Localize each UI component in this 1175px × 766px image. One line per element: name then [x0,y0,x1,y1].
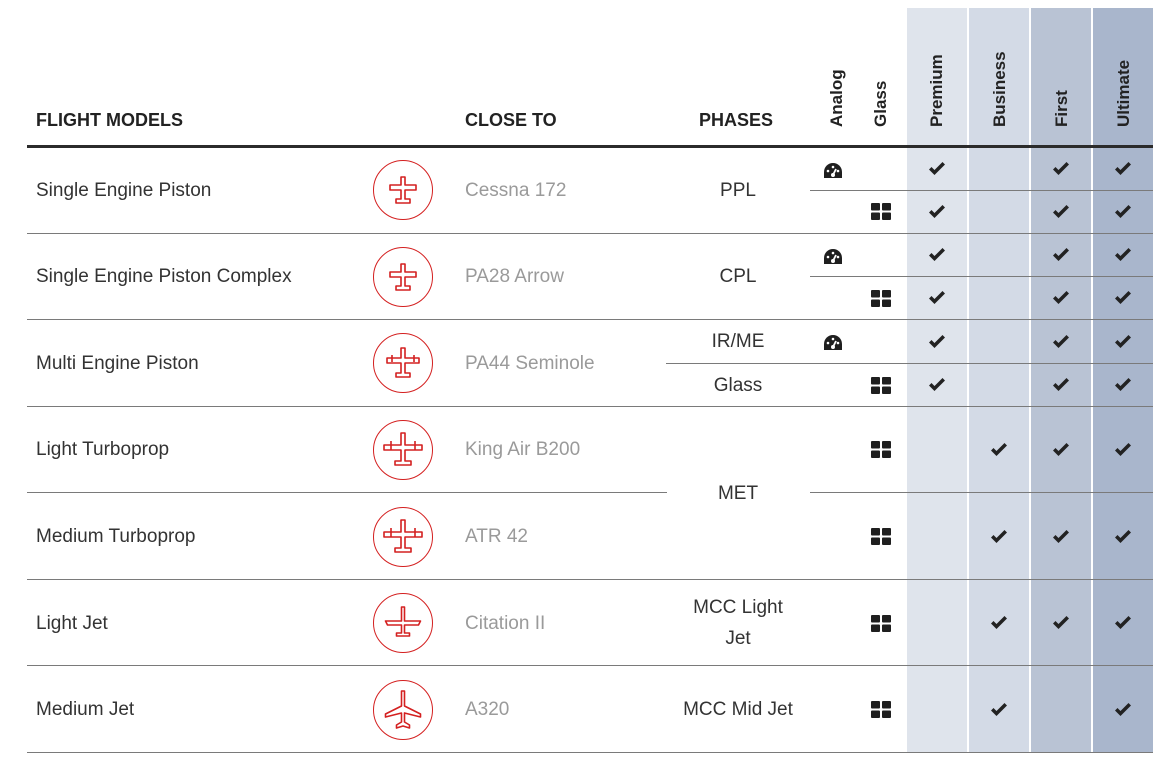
check-icon [929,335,945,348]
flight-model-name: Medium Jet [36,699,135,720]
row-divider [27,579,1153,580]
close-to-aircraft: Citation II [465,613,546,634]
check-icon [1115,378,1131,391]
sub-row-divider [666,363,1153,364]
check-icon [1053,205,1069,218]
ultimate-header: Ultimate [1114,59,1133,127]
glass-cockpit-icon [871,377,891,394]
phase-label: IR/ME [711,331,765,352]
check-icon [1115,291,1131,304]
light-jet-icon [373,593,433,653]
analog-header: Analog [827,69,846,127]
close-to-aircraft: Cessna 172 [465,180,567,201]
flight-models-header: FLIGHT MODELS [36,110,183,130]
analog-gauge-icon [824,163,842,178]
first-header: First [1052,90,1071,127]
flight-model-name: Multi Engine Piston [36,353,199,374]
header-divider [27,145,1153,148]
row-divider [27,319,1153,320]
check-icon [929,248,945,261]
check-icon [991,616,1007,629]
twin-prop-icon [373,333,433,393]
phase-label: PPL [720,180,756,201]
close-to-aircraft: King Air B200 [465,439,581,460]
check-icon [929,162,945,175]
glass-cockpit-icon [871,701,891,718]
airliner-icon [373,680,433,740]
check-icon [1115,162,1131,175]
phase-label: MCC Light [693,597,783,618]
glass-cockpit-icon [871,615,891,632]
flight-model-name: Single Engine Piston Complex [36,266,292,287]
analog-gauge-icon [824,335,842,350]
close-to-aircraft: PA44 Seminole [465,353,595,374]
sub-row-divider [810,190,1153,191]
phases-header: PHASES [699,110,774,130]
check-icon [1115,335,1131,348]
close-to-aircraft: A320 [465,699,510,720]
glass-cockpit-icon [871,441,891,458]
check-icon [991,530,1007,543]
row-divider [810,492,1153,493]
check-icon [1053,443,1069,456]
phase-label: MCC Mid Jet [683,699,793,720]
business-column-bg [969,8,1029,753]
check-icon [991,443,1007,456]
row-divider [27,665,1153,666]
ultimate-column-bg [1093,8,1153,753]
check-icon [929,378,945,391]
flight-model-name: Medium Turboprop [36,526,196,547]
check-icon [1053,162,1069,175]
close-to-aircraft: ATR 42 [465,526,529,547]
sub-row-divider [810,276,1153,277]
check-icon [1115,530,1131,543]
first-column-bg [1031,8,1091,753]
turboprop-icon [373,420,433,480]
check-icon [1053,378,1069,391]
check-icon [1053,248,1069,261]
flight-model-name: Single Engine Piston [36,180,212,201]
glass-cockpit-icon [871,290,891,307]
check-icon [1115,703,1131,716]
row-divider [27,406,1153,407]
glass-header: Glass [871,80,890,127]
small-plane-icon [373,160,433,220]
check-icon [1053,530,1069,543]
check-icon [1115,616,1131,629]
check-icon [929,291,945,304]
glass-cockpit-icon [871,528,891,545]
phase-label: MET [717,483,759,504]
check-icon [1053,335,1069,348]
phase-label: CPL [719,266,757,287]
flight-model-name: Light Turboprop [36,439,170,460]
check-icon [1053,291,1069,304]
row-divider [27,752,1153,753]
turboprop-icon [373,507,433,567]
check-icon [1053,616,1069,629]
premium-column-bg [907,8,967,753]
check-icon [991,703,1007,716]
row-divider [27,492,667,493]
close-to-header: CLOSE TO [465,110,557,130]
flight-model-name: Light Jet [36,613,108,634]
check-icon [1115,443,1131,456]
business-header: Business [990,51,1009,127]
check-icon [1115,205,1131,218]
check-icon [1115,248,1131,261]
premium-header: Premium [927,54,946,127]
phase-label: Glass [713,375,763,396]
check-icon [929,205,945,218]
small-plane-icon [373,247,433,307]
glass-cockpit-icon [871,203,891,220]
phase-label: Jet [725,628,751,649]
close-to-aircraft: PA28 Arrow [465,266,564,287]
analog-gauge-icon [824,249,842,264]
row-divider [27,233,1153,234]
